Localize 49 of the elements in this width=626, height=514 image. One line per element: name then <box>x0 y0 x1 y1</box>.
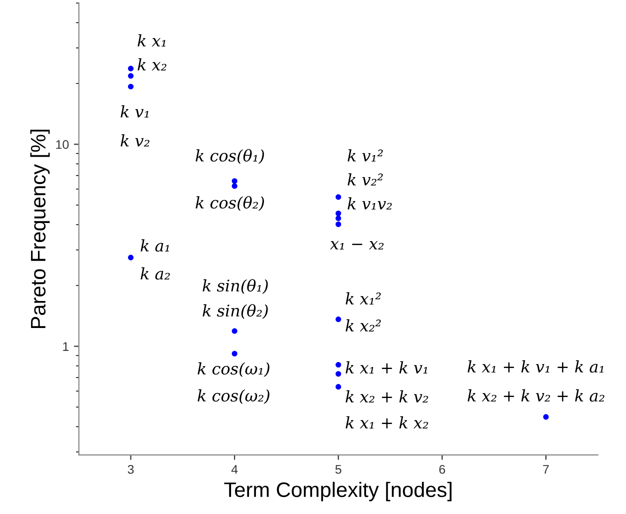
point <box>336 371 342 377</box>
point <box>128 254 134 260</box>
annotation: k cos(θ₂) <box>196 196 264 211</box>
annotation: k a₁ <box>140 239 169 252</box>
x-tick-label: 6 <box>439 464 446 474</box>
annotation: k v₁ <box>120 105 148 118</box>
point <box>128 73 134 79</box>
y-tick-label: 1 <box>63 342 69 351</box>
annotation: k x₂ + k v₂ <box>346 390 428 402</box>
point <box>336 316 342 322</box>
annotation: k v₁v₂ <box>348 197 392 210</box>
point <box>128 84 134 90</box>
annotation: x₁ − x₂ <box>330 241 384 250</box>
annotation: k x₂ + k v₂ + k a₂ <box>468 389 604 402</box>
annotation: k x₁² <box>346 292 381 304</box>
point <box>232 350 238 356</box>
y-tick-label: 10 <box>56 140 69 149</box>
annotation: k cos(θ₁) <box>196 149 264 164</box>
annotation: k cos(ω₂) <box>198 389 270 404</box>
annotation: k a₂ <box>140 267 170 280</box>
annotation: k x₁ + k v₁ + k a₁ <box>468 360 604 373</box>
annotation: k x₁ + k v₁ <box>346 361 428 374</box>
x-tick-label: 3 <box>128 464 134 474</box>
annotation: k v₂² <box>348 173 383 186</box>
point <box>336 362 342 368</box>
annotation: k v₁² <box>348 149 383 162</box>
point <box>128 66 134 72</box>
annotation: k x₂² <box>346 319 381 332</box>
x-axis-title: Term Complexity [nodes] <box>224 482 452 502</box>
x-tick-label: 5 <box>335 465 342 474</box>
point <box>336 216 342 222</box>
annotation: k x₁ <box>138 34 166 46</box>
point <box>336 221 342 228</box>
point <box>336 210 342 216</box>
point <box>543 414 549 420</box>
y-axis-title: Pareto Frequency [%] <box>30 130 50 328</box>
annotation: k x₁ + k x₂ <box>346 416 428 428</box>
x-tick-label: 7 <box>543 465 549 474</box>
point <box>336 384 342 390</box>
annotation: k sin(θ₁) <box>202 279 268 294</box>
point <box>232 178 238 184</box>
point <box>232 183 238 189</box>
x-tick-label: 4 <box>231 465 238 474</box>
point <box>336 194 342 200</box>
annotation: k cos(ω₁) <box>198 362 270 377</box>
annotation: k x₂ <box>138 58 166 70</box>
point <box>232 328 238 334</box>
annotation: k v₂ <box>120 134 150 146</box>
annotation: k sin(θ₂) <box>202 304 268 319</box>
